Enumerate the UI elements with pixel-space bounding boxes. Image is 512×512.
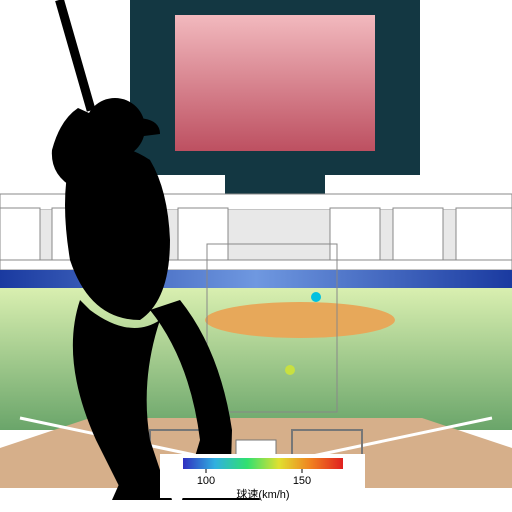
legend-tick: 150 <box>293 475 311 487</box>
velocity-legend: 100 150 球速(km/h) <box>160 454 365 501</box>
legend-axis-label: 球速(km/h) <box>236 487 289 501</box>
scoreboard-screen <box>175 15 375 151</box>
pitch-location-chart: 100 150 球速(km/h) <box>0 0 512 512</box>
pitchers-mound <box>205 302 395 338</box>
pitch-marker <box>285 365 295 375</box>
pitch-marker <box>311 292 321 302</box>
legend-tick: 100 <box>197 475 215 487</box>
